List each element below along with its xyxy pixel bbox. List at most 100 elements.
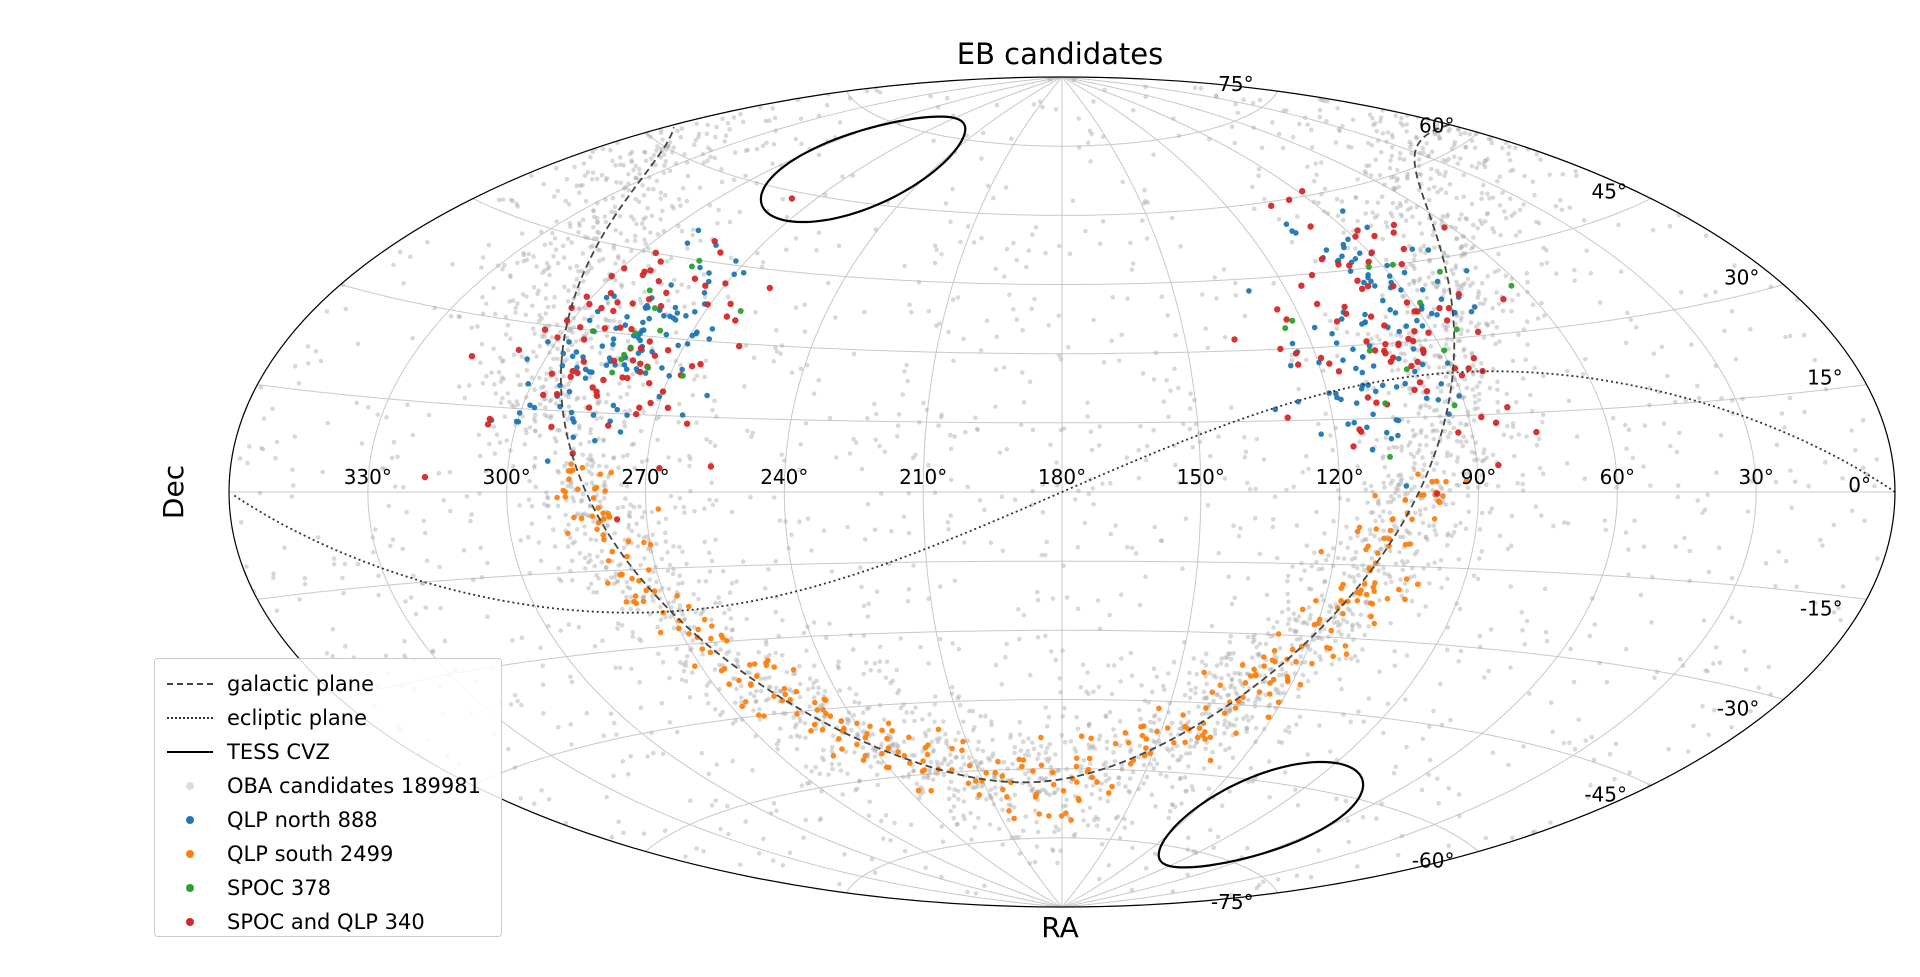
oba-point <box>1088 429 1094 435</box>
oba-point <box>895 423 901 429</box>
oba-point <box>1508 168 1513 174</box>
oba-point <box>763 698 769 703</box>
oba-point <box>764 641 769 647</box>
oba-point <box>825 280 831 286</box>
grid-line-ra <box>922 77 1063 907</box>
oba-point <box>1520 481 1525 487</box>
oba-point <box>965 224 971 229</box>
spoc-and-qlp-point <box>646 380 653 387</box>
oba-point <box>669 203 675 209</box>
oba-point <box>680 580 685 586</box>
oba-point <box>729 580 735 586</box>
oba-point <box>816 378 822 383</box>
oba-point <box>944 741 949 746</box>
oba-point <box>1450 501 1456 506</box>
oba-point <box>1221 267 1227 272</box>
oba-point <box>1418 512 1423 518</box>
oba-point <box>425 240 430 245</box>
oba-point <box>1567 740 1572 746</box>
oba-point <box>1375 500 1381 505</box>
oba-point <box>1349 627 1355 633</box>
oba-point <box>1164 378 1169 383</box>
oba-point <box>1035 756 1040 762</box>
oba-point <box>665 568 671 574</box>
oba-point <box>1820 543 1825 548</box>
oba-point <box>991 195 996 201</box>
oba-point <box>649 509 655 515</box>
oba-point <box>1461 434 1467 440</box>
oba-point <box>566 328 571 333</box>
oba-point <box>507 273 513 278</box>
qlp-north-point <box>639 327 645 334</box>
oba-point <box>874 88 879 93</box>
oba-point <box>1032 296 1037 302</box>
oba-point <box>1626 547 1631 552</box>
oba-point <box>511 463 516 469</box>
oba-point <box>1144 236 1150 241</box>
oba-point <box>697 185 703 190</box>
oba-point <box>771 359 776 364</box>
oba-point <box>1227 708 1233 713</box>
oba-point <box>1038 744 1044 749</box>
oba-point <box>537 433 543 439</box>
oba-point <box>907 302 912 308</box>
qlp-south-point <box>895 749 901 755</box>
oba-point <box>366 404 371 410</box>
oba-point <box>1279 609 1285 615</box>
spoc-and-qlp-point <box>663 289 670 296</box>
oba-point <box>1355 533 1360 539</box>
spoc-and-qlp-point <box>1318 256 1326 263</box>
oba-point <box>570 495 575 500</box>
oba-point <box>1457 216 1462 222</box>
oba-point <box>1185 847 1191 853</box>
oba-point <box>830 766 835 772</box>
oba-point <box>1031 102 1037 107</box>
qlp-south-point <box>889 728 895 734</box>
spoc-and-qlp-point <box>1423 388 1431 395</box>
oba-point <box>599 172 605 178</box>
spoc-and-qlp-point <box>1403 299 1411 306</box>
oba-point <box>1812 357 1818 363</box>
oba-point <box>1277 690 1283 696</box>
oba-point <box>773 559 779 564</box>
oba-point <box>1006 817 1011 823</box>
oba-point <box>794 746 800 752</box>
oba-point <box>1390 135 1395 140</box>
oba-point <box>1404 122 1410 127</box>
oba-point <box>844 716 850 722</box>
oba-point <box>547 350 552 355</box>
oba-point <box>948 446 954 452</box>
oba-point <box>1099 842 1105 847</box>
oba-point <box>1490 750 1496 756</box>
oba-point <box>1250 635 1256 640</box>
oba-point <box>1437 414 1443 419</box>
oba-point <box>640 183 645 188</box>
oba-point <box>1516 432 1522 437</box>
oba-point <box>1453 263 1459 269</box>
oba-point <box>1368 483 1374 489</box>
oba-point <box>1438 484 1443 490</box>
oba-point <box>1351 637 1356 642</box>
oba-point <box>890 743 896 748</box>
oba-point <box>955 821 960 827</box>
oba-point <box>708 154 713 160</box>
dec-tick-label: 15° <box>1807 366 1842 390</box>
oba-point <box>949 684 955 690</box>
oba-point <box>1224 662 1229 668</box>
oba-point <box>926 727 932 733</box>
oba-point <box>1116 358 1122 363</box>
oba-point <box>1454 459 1460 464</box>
oba-point <box>1372 533 1377 539</box>
qlp-north-point <box>1414 317 1420 324</box>
oba-point <box>1043 633 1048 639</box>
oba-point <box>946 786 952 791</box>
oba-point <box>1441 287 1447 293</box>
qlp-south-point <box>1088 735 1094 742</box>
oba-point <box>553 247 559 253</box>
oba-point <box>549 413 554 419</box>
spoc-and-qlp-point <box>1313 300 1321 308</box>
oba-point <box>1497 533 1503 539</box>
qlp-north-point <box>1438 296 1445 303</box>
oba-point <box>726 649 732 654</box>
qlp-north-point <box>679 366 685 373</box>
